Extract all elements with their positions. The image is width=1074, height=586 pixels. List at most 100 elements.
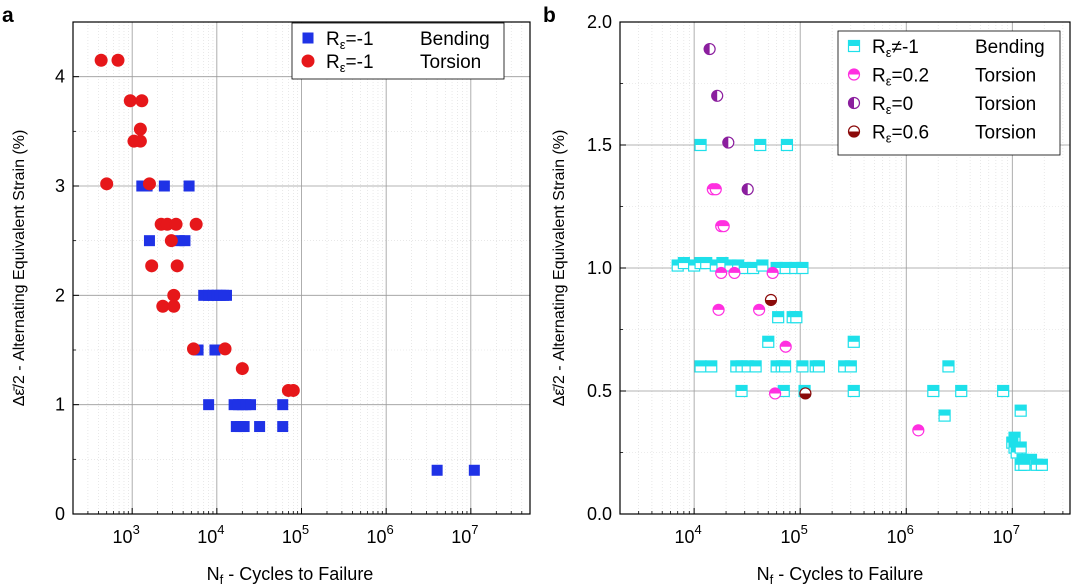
y-tick-label: 4 <box>55 67 65 87</box>
data-point <box>142 177 156 191</box>
x-tick-label: 105 <box>781 522 808 547</box>
data-point <box>1014 404 1027 417</box>
y-tick-label: 1.5 <box>587 135 612 155</box>
data-point <box>766 266 779 280</box>
legend-label: Rε=0.2 <box>872 66 929 89</box>
x-tick-label: 107 <box>451 522 478 547</box>
data-point <box>722 136 735 149</box>
y-axis-label-a: Δε̄/2 - Alternating Equivalent Strain (%… <box>11 130 28 407</box>
y-tick-label: 0 <box>55 504 65 524</box>
data-point <box>741 183 754 196</box>
data-point <box>123 94 137 108</box>
data-point <box>100 177 114 191</box>
data-point <box>847 68 861 81</box>
data-point <box>170 259 184 273</box>
x-ticks-a: 103 104 105 106 107 <box>87 508 523 547</box>
panel-a: a 103 104 105 106 107 0 1 2 3 4 Nf - Cycles to F… <box>2 4 531 586</box>
data-point <box>135 94 149 108</box>
x-tick-label: 106 <box>367 522 394 547</box>
data-point <box>705 360 718 373</box>
panel-b: b 104 105 106 107 0.0 0.5 1.0 1.5 2.0 Nf - Cycl… <box>543 4 1071 586</box>
legend-a: Rε=-1 Bending Rε=-1 Torsion <box>291 22 505 80</box>
data-point <box>728 266 741 280</box>
data-point <box>997 384 1010 398</box>
y-tick-label: 3 <box>55 176 65 196</box>
data-point <box>156 299 170 313</box>
data-point <box>694 138 707 152</box>
data-point <box>754 138 767 152</box>
x-ticks-b: 104 105 106 107 <box>638 508 1064 547</box>
data-point <box>799 387 812 400</box>
data-point <box>94 53 108 67</box>
x-axis-label-b: Nf - Cycles to Failure <box>757 564 924 586</box>
data-point <box>1018 458 1031 471</box>
marks-a <box>94 53 480 476</box>
data-point <box>167 288 181 302</box>
data-point <box>753 303 766 316</box>
data-point <box>183 180 195 192</box>
data-point <box>164 234 178 248</box>
legend-item: Rε=-1 Bending <box>302 29 490 52</box>
legend-type: Torsion <box>975 66 1036 87</box>
data-point <box>790 311 803 324</box>
data-point <box>768 387 782 400</box>
x-tick-label: 104 <box>197 522 224 547</box>
data-point <box>1014 441 1027 454</box>
data-point <box>780 138 794 152</box>
data-point <box>203 399 215 411</box>
data-point <box>143 235 155 247</box>
data-point <box>220 289 232 301</box>
data-point <box>245 399 257 411</box>
data-point <box>715 266 728 280</box>
data-point <box>158 180 170 192</box>
data-point <box>301 54 315 68</box>
data-point <box>796 261 809 275</box>
panel-label-b: b <box>543 4 556 27</box>
data-point <box>468 464 480 476</box>
data-point <box>286 383 300 397</box>
data-point <box>772 311 785 324</box>
legend-type: Torsion <box>975 94 1036 115</box>
data-point <box>735 384 748 398</box>
data-point <box>235 362 249 376</box>
x-axis-label-a: Nf - Cycles to Failure <box>207 564 374 586</box>
data-point <box>238 421 250 433</box>
y-tick-label: 1.0 <box>587 258 612 278</box>
legend-box <box>291 22 505 80</box>
data-point <box>167 299 181 313</box>
data-point <box>277 399 289 411</box>
data-point <box>912 424 925 437</box>
data-point <box>111 53 125 67</box>
data-point <box>1035 458 1048 471</box>
y-tick-label: 2.0 <box>587 12 612 32</box>
data-point <box>756 259 769 272</box>
data-point <box>703 42 716 56</box>
data-point <box>812 360 825 373</box>
data-point <box>778 360 792 373</box>
data-point <box>302 32 314 44</box>
y-tick-label: 2 <box>55 285 65 305</box>
legend-label: Rε=0 <box>872 94 913 117</box>
data-point <box>844 360 857 373</box>
legend-item: Rε=0.2 Torsion <box>847 66 1036 89</box>
data-point <box>847 96 861 110</box>
data-point <box>847 384 860 398</box>
data-point <box>209 344 221 356</box>
marks-b <box>671 42 1048 471</box>
data-point <box>927 384 940 398</box>
legend-label: Rε≠-1 <box>872 37 919 60</box>
data-point <box>711 89 724 102</box>
legend-type: Bending <box>420 29 490 50</box>
data-point <box>186 342 200 356</box>
y-ticks-a: 0 1 2 3 4 <box>55 67 79 524</box>
y-tick-label: 0.0 <box>587 504 612 524</box>
data-point <box>764 293 778 307</box>
data-point <box>955 384 968 398</box>
data-point <box>169 217 183 231</box>
legend-item: Rε=0 Torsion <box>847 94 1036 117</box>
data-point <box>749 360 762 373</box>
data-point <box>847 39 861 53</box>
data-point <box>254 421 266 433</box>
data-point <box>431 464 443 476</box>
